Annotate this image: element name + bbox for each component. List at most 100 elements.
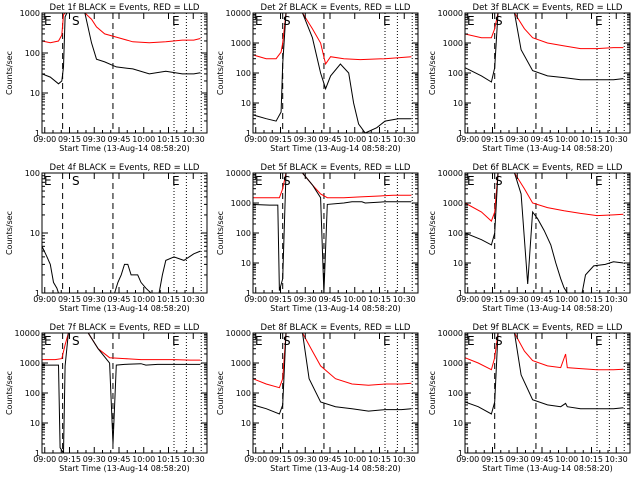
series-line-lld bbox=[42, 333, 201, 361]
x-tick-label: 10:30 bbox=[393, 295, 416, 304]
y-tick-label: 10000 bbox=[438, 169, 463, 178]
x-tick-label: 09:00 bbox=[33, 295, 56, 304]
x-tick-label: 10:30 bbox=[393, 135, 416, 144]
y-tick-label: 10 bbox=[30, 419, 40, 428]
series-line-lld bbox=[465, 173, 624, 222]
event-marker-label: E bbox=[44, 174, 52, 188]
y-tick-label: 100 bbox=[448, 69, 463, 78]
y-tick-label: 1000 bbox=[20, 359, 40, 368]
panel-title: Det 8f BLACK = Events, RED = LLD bbox=[261, 323, 411, 333]
x-tick-label: 09:00 bbox=[33, 455, 56, 464]
x-tick-label: 09:30 bbox=[83, 455, 106, 464]
y-tick-label: 100 bbox=[236, 69, 251, 78]
x-tick-label: 10:00 bbox=[132, 295, 155, 304]
x-tick-label: 09:00 bbox=[456, 455, 479, 464]
event-marker-label: E bbox=[595, 174, 603, 188]
y-tick-label: 1000 bbox=[231, 359, 251, 368]
panel-title: Det 4f BLACK = Events, RED = LLD bbox=[50, 163, 200, 173]
y-tick-label: 1000 bbox=[20, 9, 40, 18]
y-tick-label: 1 bbox=[458, 129, 463, 138]
x-tick-label: 10:15 bbox=[368, 295, 391, 304]
event-marker-label: E bbox=[467, 14, 475, 28]
plot-frame bbox=[252, 172, 419, 294]
y-tick-label: 10 bbox=[241, 259, 251, 268]
x-tick-label: 09:00 bbox=[456, 295, 479, 304]
y-tick-label: 1000 bbox=[231, 199, 251, 208]
x-tick-label: 09:45 bbox=[318, 455, 341, 464]
event-marker-label: E bbox=[255, 14, 263, 28]
x-tick-label: 10:30 bbox=[605, 135, 628, 144]
y-tick-label: 100 bbox=[25, 169, 40, 178]
y-tick-label: 10 bbox=[453, 259, 463, 268]
event-marker-label: E bbox=[595, 334, 603, 348]
y-tick-label: 10000 bbox=[226, 169, 251, 178]
plot-frame bbox=[41, 172, 208, 294]
series-line-events bbox=[42, 13, 201, 85]
y-tick-label: 100 bbox=[448, 389, 463, 398]
x-tick-label: 09:30 bbox=[83, 135, 106, 144]
x-tick-label: 09:00 bbox=[244, 295, 267, 304]
y-tick-label: 100 bbox=[236, 389, 251, 398]
x-tick-label: 09:15 bbox=[481, 455, 504, 464]
y-tick-label: 1 bbox=[458, 289, 463, 298]
x-tick-label: 09:15 bbox=[58, 455, 81, 464]
plot-frame bbox=[252, 12, 419, 134]
panel-title: Det 7f BLACK = Events, RED = LLD bbox=[50, 323, 200, 333]
x-tick-label: 10:00 bbox=[132, 455, 155, 464]
x-tick-label: 10:15 bbox=[157, 455, 180, 464]
y-tick-label: 10000 bbox=[438, 9, 463, 18]
event-marker-label: E bbox=[467, 174, 475, 188]
x-tick-label: 09:30 bbox=[506, 295, 529, 304]
event-marker-label: E bbox=[44, 14, 52, 28]
x-tick-label: 09:15 bbox=[58, 295, 81, 304]
series-line-lld bbox=[465, 13, 624, 50]
event-marker-label: E bbox=[255, 334, 263, 348]
x-axis-label: Start Time (13-Aug-14 08:58:20) bbox=[482, 464, 613, 473]
y-tick-label: 100 bbox=[448, 229, 463, 238]
series-line-lld bbox=[465, 333, 624, 371]
x-axis-label: Start Time (13-Aug-14 08:58:20) bbox=[59, 464, 190, 473]
x-tick-label: 10:00 bbox=[555, 295, 578, 304]
x-axis-label: Start Time (13-Aug-14 08:58:20) bbox=[270, 304, 401, 313]
x-tick-label: 09:45 bbox=[107, 455, 130, 464]
x-tick-label: 10:30 bbox=[393, 455, 416, 464]
x-tick-label: 10:00 bbox=[343, 455, 366, 464]
y-tick-label: 10 bbox=[30, 229, 40, 238]
event-marker-label: S bbox=[72, 174, 80, 188]
x-axis-label: Start Time (13-Aug-14 08:58:20) bbox=[59, 304, 190, 313]
x-tick-label: 09:45 bbox=[107, 135, 130, 144]
panel-title: Det 9f BLACK = Events, RED = LLD bbox=[473, 323, 623, 333]
plot-frame bbox=[464, 172, 631, 294]
series-line-events bbox=[465, 13, 624, 83]
x-tick-label: 10:15 bbox=[580, 135, 603, 144]
event-marker-label: E bbox=[383, 334, 391, 348]
x-tick-label: 10:15 bbox=[368, 455, 391, 464]
series-line-lld bbox=[253, 173, 412, 199]
series-line-lld bbox=[253, 13, 412, 66]
x-tick-label: 09:15 bbox=[481, 295, 504, 304]
y-tick-label: 10 bbox=[30, 89, 40, 98]
y-axis-label: Counts/sec bbox=[216, 211, 225, 255]
plot-frame bbox=[464, 332, 631, 454]
x-tick-label: 09:00 bbox=[244, 455, 267, 464]
x-axis-label: Start Time (13-Aug-14 08:58:20) bbox=[59, 144, 190, 153]
y-tick-label: 1 bbox=[246, 129, 251, 138]
event-marker-label: S bbox=[283, 14, 291, 28]
y-axis-label: Counts/sec bbox=[5, 371, 14, 415]
y-axis-label: Counts/sec bbox=[5, 211, 14, 255]
x-tick-label: 10:00 bbox=[555, 455, 578, 464]
series-line-events bbox=[42, 333, 201, 453]
event-marker-label: S bbox=[72, 14, 80, 28]
y-axis-label: Counts/sec bbox=[428, 51, 437, 95]
x-tick-label: 09:15 bbox=[269, 135, 292, 144]
x-tick-label: 10:00 bbox=[343, 295, 366, 304]
y-axis-label: Counts/sec bbox=[216, 51, 225, 95]
y-tick-label: 1 bbox=[246, 449, 251, 458]
x-tick-label: 09:30 bbox=[506, 135, 529, 144]
y-tick-label: 1 bbox=[458, 449, 463, 458]
event-marker-label: S bbox=[283, 174, 291, 188]
